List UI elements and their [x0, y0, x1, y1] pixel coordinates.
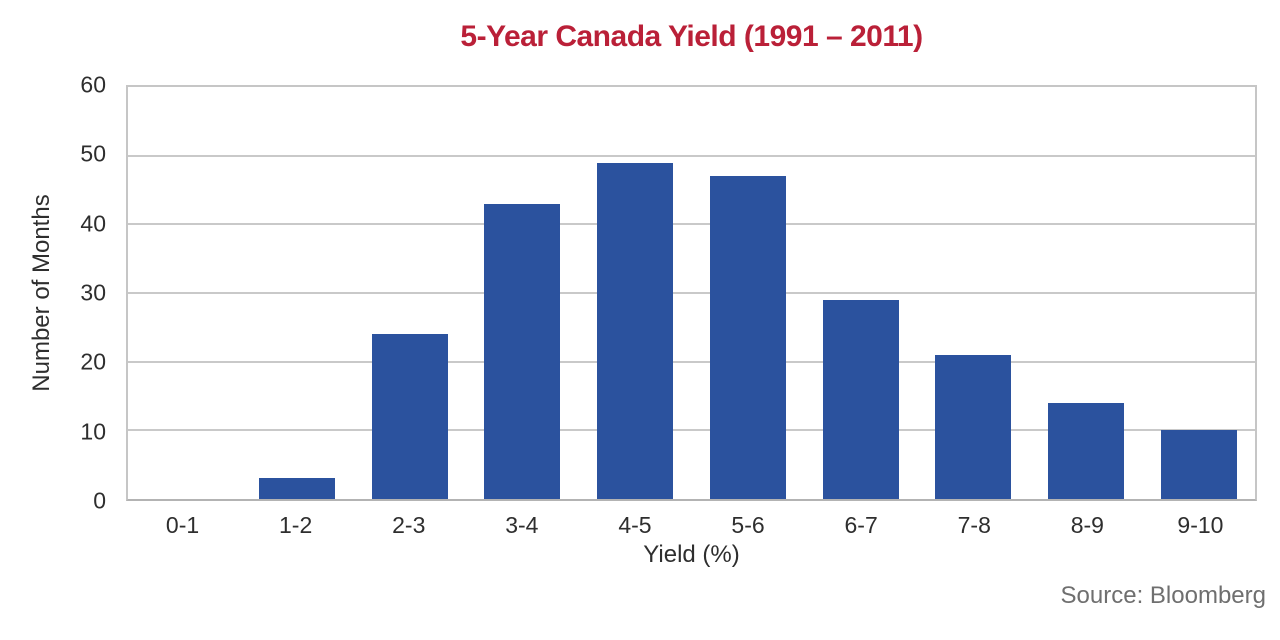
chart-title: 5-Year Canada Yield (1991 – 2011)	[460, 20, 923, 53]
y-tick-label: 30	[80, 279, 106, 306]
x-tick-label: 2-3	[392, 512, 426, 538]
plot-area	[126, 85, 1257, 501]
x-axis-label: Yield (%)	[643, 541, 740, 568]
bar-1-2	[259, 478, 336, 499]
bar-8-9	[1047, 402, 1124, 499]
bar-2-3	[371, 334, 448, 499]
bar-3-4	[484, 203, 561, 499]
x-tick-label: 3-4	[505, 512, 539, 538]
bar-4-5	[597, 162, 674, 499]
x-tick-label: 6-7	[844, 512, 878, 538]
y-tick-label: 0	[93, 487, 106, 514]
gridline	[128, 360, 1255, 363]
gridline	[128, 223, 1255, 226]
x-tick-label: 4-5	[618, 512, 652, 538]
x-tick-label: 1-2	[279, 512, 313, 538]
x-tick-label: 5-6	[731, 512, 765, 538]
y-tick-label: 50	[80, 140, 106, 167]
x-tick-label: 8-9	[1070, 512, 1104, 538]
bar-6-7	[822, 299, 899, 499]
x-tick-label: 7-8	[957, 512, 991, 538]
y-tick-label: 10	[80, 418, 106, 445]
bar-9-10	[1160, 430, 1237, 499]
y-tick-label: 40	[80, 210, 106, 237]
gridline	[128, 292, 1255, 294]
y-tick-label: 20	[80, 348, 106, 375]
gridline	[128, 429, 1255, 432]
gridline	[128, 154, 1255, 157]
bar-5-6	[709, 176, 786, 499]
y-tick-label: 60	[80, 71, 106, 98]
y-axis-ticks: 0 10 20 30 40 50 60	[0, 73, 106, 512]
bar-7-8	[935, 354, 1012, 499]
x-axis-ticks: 0-1 1-2 2-3 3-4 4-5 5-6 6-7 7-8 8-9 9-10	[126, 512, 1257, 542]
source-text: Source: Bloomberg	[1060, 582, 1266, 609]
x-tick-label: 0-1	[165, 512, 200, 538]
x-tick-label: 9-10	[1177, 512, 1224, 538]
